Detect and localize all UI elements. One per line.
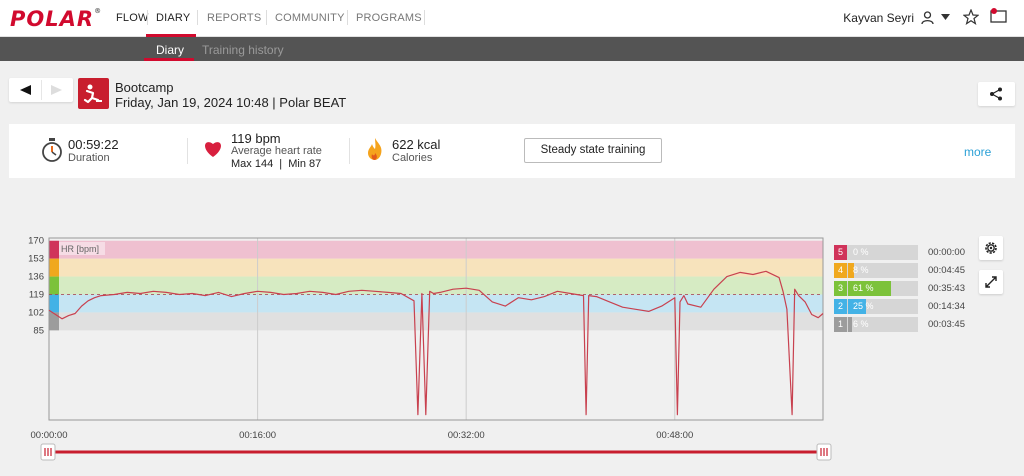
chart-expand-button[interactable]	[979, 270, 1003, 294]
share-icon	[990, 87, 1002, 101]
heart-icon	[205, 142, 221, 157]
zone-row-5: 5 0 %	[834, 245, 918, 260]
zone-row-3: 3 61 %	[834, 281, 918, 296]
zone-row-2: 2 25 %	[834, 299, 918, 314]
session-nav-buttons	[9, 78, 73, 102]
tab-training-history[interactable]: Training history	[202, 43, 284, 57]
zone-band-3	[59, 276, 823, 295]
zone-number: 3	[834, 281, 847, 296]
nav-separator	[147, 10, 148, 25]
chart-settings-button[interactable]	[979, 236, 1003, 260]
star-icon[interactable]	[963, 9, 979, 25]
hr-label-box	[59, 242, 105, 255]
nav-active-indicator	[146, 34, 196, 37]
hr-value: 119 bpm	[231, 131, 281, 146]
zone-percent: 25 %	[853, 301, 874, 311]
nav-flow[interactable]: FLOW	[116, 12, 149, 24]
zone-strip-4	[49, 258, 59, 277]
zone-time: 00:03:45	[928, 319, 965, 330]
notification-icon[interactable]	[989, 7, 1009, 25]
zone-fill-bar	[848, 317, 853, 332]
zone-band-1	[59, 312, 823, 331]
zone-percent: 61 %	[853, 283, 874, 293]
zone-number: 1	[834, 317, 847, 332]
summary-bar: 00:59:22 Duration 119 bpm Average heart …	[9, 124, 1015, 178]
y-tick-label: 102	[28, 307, 44, 318]
zone-percent: 6 %	[853, 319, 869, 329]
hr-minmax: Max 144 | Min 87	[231, 158, 322, 170]
zone-fill-bar	[848, 281, 891, 296]
nav-separator	[424, 10, 425, 25]
y-tick-label: 170	[28, 236, 44, 247]
nav-separator	[197, 10, 198, 25]
x-tick-label: 00:32:00	[448, 430, 485, 441]
zone-time: 00:14:34	[928, 301, 965, 312]
zone-percent: 0 %	[853, 247, 869, 257]
zone-strip-5	[49, 240, 59, 259]
zone-time: 00:04:45	[928, 265, 965, 276]
calories-value: 622 kcal	[392, 137, 441, 152]
zone-strip-1	[49, 312, 59, 331]
y-tick-label: 153	[28, 254, 44, 265]
zone-percent: 8 %	[853, 265, 869, 275]
polar-logo[interactable]: POLAR®	[10, 7, 103, 31]
y-tick-label: 136	[28, 272, 44, 283]
zone-fill-bar	[848, 299, 866, 314]
user-icon[interactable]	[921, 11, 934, 25]
heart-rate-line	[48, 270, 824, 416]
duration-value: 00:59:22	[68, 137, 119, 152]
zone-number: 5	[834, 245, 847, 260]
training-benefit-badge[interactable]: Steady state training	[524, 138, 662, 163]
plot-frame	[48, 237, 824, 421]
hr-label: Average heart rate	[231, 145, 322, 157]
zone-band-5	[59, 240, 823, 259]
session-title: Bootcamp	[115, 80, 174, 95]
zone-strip-2	[49, 294, 59, 313]
sub-nav: Diary Training history	[0, 37, 1024, 61]
bootcamp-icon	[78, 78, 109, 109]
nav-community[interactable]: COMMUNITY	[275, 12, 345, 24]
zone-row-4: 4 8 %	[834, 263, 918, 278]
tab-diary[interactable]: Diary	[156, 43, 185, 57]
calories-label: Calories	[392, 152, 433, 164]
previous-arrow-icon[interactable]	[19, 85, 31, 95]
stopwatch-icon	[42, 138, 62, 162]
more-link[interactable]: more	[964, 145, 992, 159]
zone-row-1: 1 6 %	[834, 317, 918, 332]
nav-separator	[266, 10, 267, 25]
share-button[interactable]	[978, 82, 1015, 106]
zone-strip-3	[49, 276, 59, 295]
x-tick-label: 00:00:00	[31, 430, 68, 441]
gear-icon	[985, 242, 997, 254]
zone-fill-bar	[848, 263, 854, 278]
user-name[interactable]: Kayvan Seyri	[843, 11, 914, 25]
session-subtitle: Friday, Jan 19, 2024 10:48 | Polar BEAT	[115, 95, 347, 110]
subtab-active-indicator	[144, 58, 194, 61]
x-tick-label: 00:48:00	[656, 430, 693, 441]
nav-reports[interactable]: REPORTS	[207, 12, 262, 24]
flame-icon	[368, 138, 382, 160]
caret-down-icon[interactable]	[941, 14, 950, 21]
nav-programs[interactable]: PROGRAMS	[356, 12, 422, 24]
y-tick-label: 119	[29, 290, 44, 301]
nav-diary[interactable]: DIARY	[156, 12, 191, 24]
duration-label: Duration	[68, 152, 110, 164]
heart-rate-chart: 170 153 136 119 102 85 00:00:00 00:16:00 00:32:…	[28, 236, 832, 461]
expand-icon	[985, 276, 997, 288]
x-tick-label: 00:16:00	[239, 430, 276, 441]
hr-axis-label: HR [bpm]	[61, 244, 99, 254]
zone-number: 2	[834, 299, 847, 314]
range-slider-left-handle[interactable]	[40, 443, 56, 461]
zone-time: 00:35:43	[928, 283, 965, 294]
zone-time: 00:00:00	[928, 247, 965, 258]
range-slider-right-handle[interactable]	[816, 443, 832, 461]
y-tick-label: 85	[33, 325, 44, 336]
zone-number: 4	[834, 263, 847, 278]
next-arrow-icon[interactable]	[51, 85, 63, 95]
nav-separator	[347, 10, 348, 25]
top-nav: POLAR® FLOW DIARY REPORTS COMMUNITY PROG…	[0, 0, 1024, 37]
zone-band-2	[59, 294, 823, 313]
zone-band-4	[59, 258, 823, 277]
